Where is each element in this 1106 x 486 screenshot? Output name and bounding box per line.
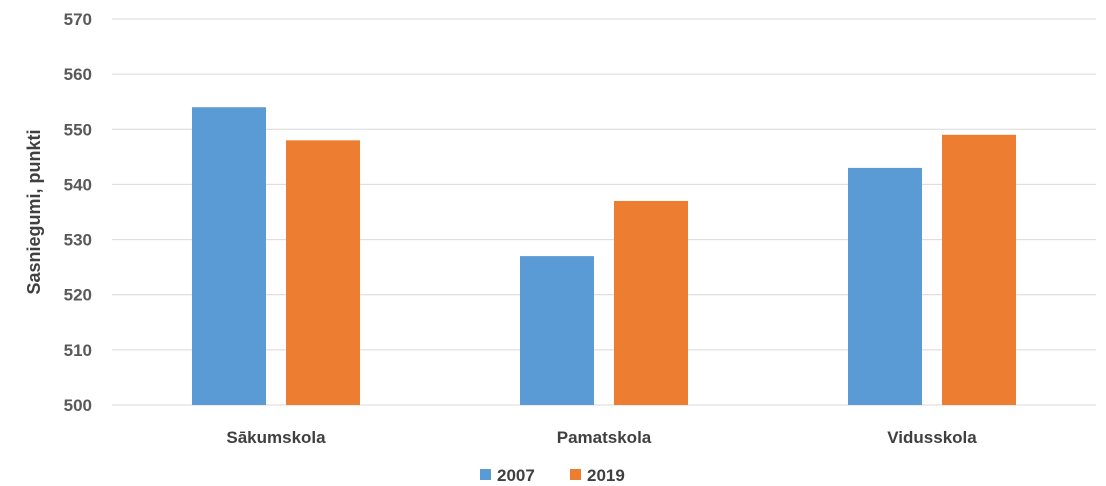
bars bbox=[192, 107, 1016, 406]
x-category-label: Sākumskola bbox=[226, 428, 326, 447]
bar-2007-2 bbox=[520, 256, 594, 405]
legend-swatch-2007 bbox=[480, 469, 491, 480]
y-tick-label: 550 bbox=[64, 120, 92, 139]
y-axis-ticks: 500 510 520 530 540 550 560 570 bbox=[64, 10, 92, 415]
legend-label: 2007 bbox=[497, 466, 535, 485]
legend: 2007 2019 bbox=[480, 466, 625, 485]
gridlines bbox=[112, 18, 1096, 406]
bar-2007-3 bbox=[848, 167, 922, 405]
bar-2007-1 bbox=[192, 107, 266, 405]
y-tick-label: 500 bbox=[64, 396, 92, 415]
y-tick-label: 560 bbox=[64, 65, 92, 84]
y-tick-label: 530 bbox=[64, 231, 92, 250]
y-axis-label: Sasniegumi, punkti bbox=[24, 129, 44, 294]
x-category-label: Pamatskola bbox=[557, 428, 652, 447]
x-category-label: Vidusskola bbox=[887, 428, 977, 447]
legend-label: 2019 bbox=[587, 466, 625, 485]
y-tick-label: 510 bbox=[64, 341, 92, 360]
x-axis-categories: Sākumskola Pamatskola Vidusskola bbox=[226, 428, 977, 447]
bar-2019-1 bbox=[286, 140, 360, 406]
bar-2019-2 bbox=[614, 200, 688, 405]
bar-2019-3 bbox=[942, 134, 1016, 406]
y-tick-label: 520 bbox=[64, 286, 92, 305]
legend-swatch-2019 bbox=[570, 469, 581, 480]
y-tick-label: 540 bbox=[64, 175, 92, 194]
y-tick-label: 570 bbox=[64, 10, 92, 29]
